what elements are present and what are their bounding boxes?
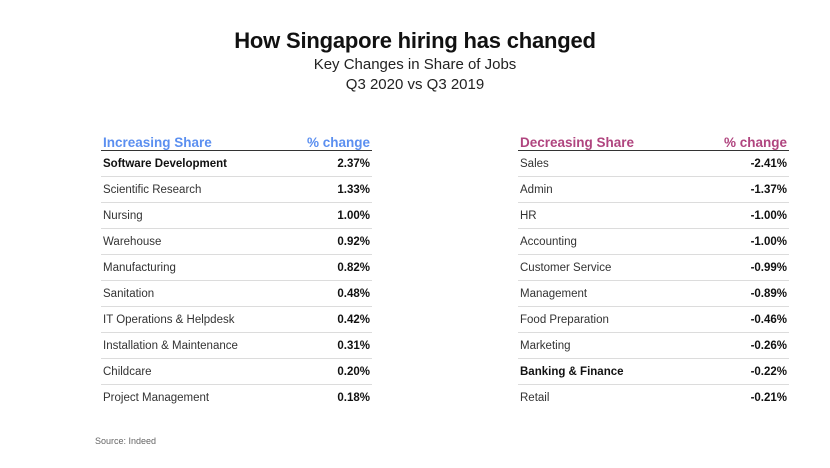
- table-row: Installation & Maintenance 0.31%: [101, 333, 372, 359]
- table-row: Project Management 0.18%: [101, 385, 372, 410]
- table-row: Sales -2.41%: [518, 151, 789, 177]
- row-value: -0.89%: [750, 287, 787, 300]
- row-category: Admin: [520, 183, 553, 196]
- row-category: Childcare: [103, 365, 152, 378]
- row-category: Marketing: [520, 339, 571, 352]
- table-row: Childcare 0.20%: [101, 359, 372, 385]
- table-row: Admin -1.37%: [518, 177, 789, 203]
- row-category: Sanitation: [103, 287, 155, 300]
- table-row: Retail -0.21%: [518, 385, 789, 410]
- row-value: 1.00%: [337, 209, 370, 222]
- row-category: HR: [520, 209, 537, 222]
- table-row: Sanitation 0.48%: [101, 281, 372, 307]
- row-category: Scientific Research: [103, 183, 202, 196]
- row-value: -0.46%: [750, 313, 787, 326]
- table-row: Marketing -0.26%: [518, 333, 789, 359]
- row-value: 0.20%: [337, 365, 370, 378]
- table-body: Software Development 2.37% Scientific Rese…: [101, 151, 372, 410]
- row-value: -1.00%: [750, 209, 787, 222]
- row-category: Management: [520, 287, 588, 300]
- row-value: -0.99%: [750, 261, 787, 274]
- row-category: Customer Service: [520, 261, 612, 274]
- table-row: Manufacturing 0.82%: [101, 255, 372, 281]
- row-category: IT Operations & Helpdesk: [103, 313, 235, 326]
- row-value: 0.42%: [337, 313, 370, 326]
- table-row: Nursing 1.00%: [101, 203, 372, 229]
- row-category: Accounting: [520, 235, 577, 248]
- table-row: Software Development 2.37%: [101, 151, 372, 177]
- chart-period: Q3 2020 vs Q3 2019: [345, 76, 485, 93]
- table-row: Banking & Finance -0.22%: [518, 359, 789, 385]
- chart-subtitle: Key Changes in Share of Jobs: [313, 56, 517, 73]
- row-category: Manufacturing: [103, 261, 176, 274]
- row-value: 0.82%: [337, 261, 370, 274]
- row-value: 0.48%: [337, 287, 370, 300]
- row-value: 0.92%: [337, 235, 370, 248]
- decreasing-share-table: Decreasing Share % change Sales -2.41% Adm…: [518, 128, 789, 410]
- table-header: Decreasing Share % change: [518, 128, 789, 151]
- table-header: Increasing Share % change: [101, 128, 372, 151]
- row-category: Banking & Finance: [520, 365, 624, 378]
- row-value: -0.26%: [750, 339, 787, 352]
- chart-title: How Singapore hiring has changed: [234, 28, 596, 53]
- increasing-share-table: Increasing Share % change Software Devel…: [101, 128, 372, 410]
- row-category: Food Preparation: [520, 313, 609, 326]
- row-value: -0.21%: [750, 391, 787, 404]
- row-value: 1.33%: [337, 183, 370, 196]
- table-row: Scientific Research 1.33%: [101, 177, 372, 203]
- header-category: Increasing Share: [103, 135, 212, 150]
- row-value: -2.41%: [750, 157, 787, 170]
- table-row: Accounting -1.00%: [518, 229, 789, 255]
- table-body: Sales -2.41% Admin -1.37% HR -1.00% Accounting…: [518, 151, 789, 410]
- table-row: Management -0.89%: [518, 281, 789, 307]
- row-value: -1.00%: [750, 235, 787, 248]
- row-category: Software Development: [103, 157, 227, 170]
- row-category: Sales: [520, 157, 549, 170]
- row-category: Warehouse: [103, 235, 162, 248]
- row-value: -0.22%: [750, 365, 787, 378]
- row-value: 0.18%: [337, 391, 370, 404]
- row-value: 2.37%: [337, 157, 370, 170]
- row-category: Retail: [520, 391, 550, 404]
- row-category: Installation & Maintenance: [103, 339, 238, 352]
- header-category: Decreasing Share: [520, 135, 635, 150]
- header-value: % change: [723, 135, 787, 150]
- row-category: Project Management: [103, 391, 210, 404]
- table-row: IT Operations & Helpdesk 0.42%: [101, 307, 372, 333]
- header-value: % change: [306, 135, 370, 150]
- table-row: Food Preparation -0.46%: [518, 307, 789, 333]
- table-row: Warehouse 0.92%: [101, 229, 372, 255]
- table-row: HR -1.00%: [518, 203, 789, 229]
- row-category: Nursing: [103, 209, 143, 222]
- source-note: Source: Indeed: [95, 436, 157, 446]
- row-value: 0.31%: [337, 339, 370, 352]
- row-value: -1.37%: [750, 183, 787, 196]
- table-row: Customer Service -0.99%: [518, 255, 789, 281]
